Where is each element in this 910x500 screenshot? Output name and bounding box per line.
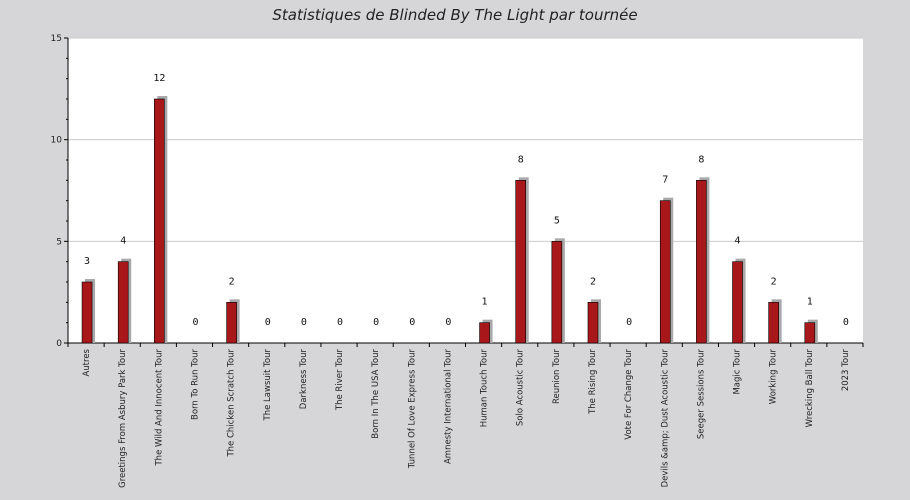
data-label: 0 bbox=[265, 317, 271, 328]
x-tick-label: Tunnel Of Love Express Tour bbox=[407, 349, 417, 470]
y-tick-label: 0 bbox=[56, 339, 62, 349]
bar bbox=[804, 322, 816, 344]
data-label: 4 bbox=[120, 236, 126, 247]
data-label: 0 bbox=[192, 317, 198, 328]
bar bbox=[154, 98, 165, 344]
bar bbox=[696, 180, 707, 344]
x-tick-label: Born In The USA Tour bbox=[371, 349, 381, 439]
x-tick-label: Wrecking Ball Tour bbox=[805, 349, 815, 428]
data-label: 2 bbox=[771, 276, 777, 287]
data-label: 0 bbox=[373, 317, 379, 328]
x-tick-label: The Lawsuit Tour bbox=[263, 348, 273, 421]
data-label: 3 bbox=[84, 256, 90, 267]
x-tick-label: Autres bbox=[82, 348, 92, 376]
bar bbox=[551, 241, 563, 344]
data-label: 1 bbox=[807, 297, 813, 308]
bar bbox=[479, 322, 490, 344]
bar bbox=[732, 261, 743, 344]
x-tick-label: Devils &amp; Dust Acoustic Tour bbox=[660, 348, 670, 487]
x-tick-label: Working Tour bbox=[769, 348, 779, 404]
data-label: 1 bbox=[482, 297, 488, 308]
x-tick-label: The River Tour bbox=[335, 349, 345, 412]
y-tick-label: 15 bbox=[51, 34, 62, 44]
x-tick-label: Vote For Change Tour bbox=[624, 349, 634, 440]
bar bbox=[117, 261, 129, 344]
y-tick-label: 5 bbox=[56, 237, 62, 247]
x-tick-label: 2023 Tour bbox=[841, 349, 851, 392]
data-label: 8 bbox=[518, 154, 524, 165]
bar bbox=[587, 302, 599, 344]
x-tick-label: Magic Tour bbox=[733, 349, 743, 395]
data-label: 2 bbox=[590, 276, 596, 287]
x-tick-label: Human Touch Tour bbox=[480, 349, 490, 428]
data-label: 5 bbox=[554, 215, 560, 226]
data-label: 12 bbox=[153, 73, 165, 84]
x-tick-label: The Rising Tour bbox=[588, 349, 598, 415]
data-label: 2 bbox=[229, 276, 235, 287]
x-tick-label: Greetings From Asbury Park Tour bbox=[118, 349, 128, 488]
data-label: 0 bbox=[337, 317, 343, 328]
plot-area bbox=[68, 38, 863, 343]
y-tick-label: 10 bbox=[51, 136, 63, 146]
x-tick-label: Reunion Tour bbox=[552, 349, 562, 405]
x-tick-label: Solo Acoustic Tour bbox=[516, 349, 526, 427]
bar bbox=[515, 180, 527, 344]
x-tick-label: Amnesty International Tour bbox=[443, 349, 453, 464]
data-label: 0 bbox=[626, 317, 632, 328]
data-label: 0 bbox=[843, 317, 849, 328]
bar bbox=[226, 302, 237, 344]
data-label: 4 bbox=[735, 236, 741, 247]
data-label: 0 bbox=[409, 317, 415, 328]
bar bbox=[659, 200, 671, 344]
data-label: 7 bbox=[662, 175, 668, 186]
x-tick-label: Seeger Sessions Tour bbox=[696, 349, 706, 440]
chart-title: Statistiques de Blinded By The Light par… bbox=[272, 6, 638, 24]
x-tick-label: Darkness Tour bbox=[299, 349, 309, 410]
data-label: 0 bbox=[445, 317, 451, 328]
data-label: 0 bbox=[301, 317, 307, 328]
x-tick-label: The Wild And Innocent Tour bbox=[154, 349, 164, 467]
data-label: 8 bbox=[698, 154, 704, 165]
bar bbox=[768, 302, 779, 344]
x-tick-label: Born To Run Tour bbox=[190, 349, 200, 420]
bar bbox=[81, 281, 93, 344]
x-tick-label: The Chicken Scratch Tour bbox=[227, 349, 237, 458]
